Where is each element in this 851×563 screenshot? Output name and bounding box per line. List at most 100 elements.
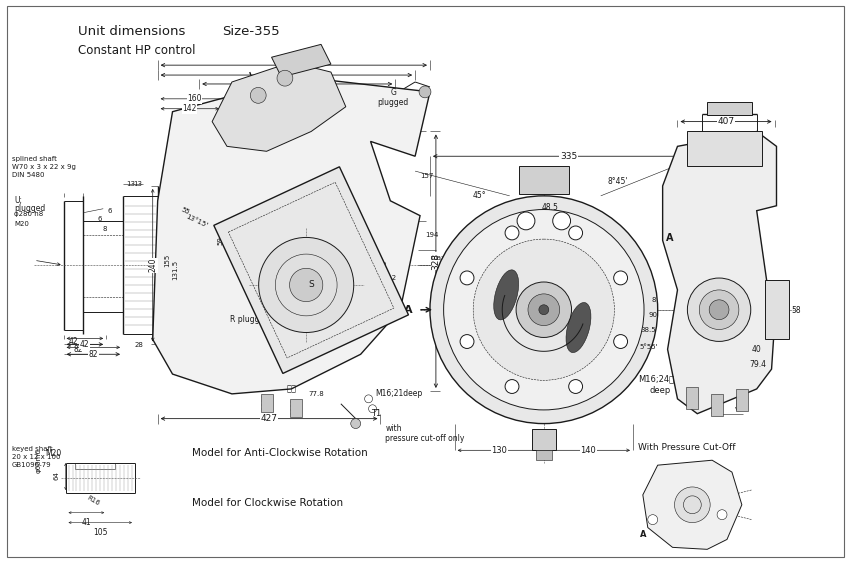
Circle shape (516, 282, 572, 337)
Circle shape (675, 487, 711, 522)
Text: G
plugged: G plugged (378, 88, 409, 108)
Text: W70 x 3 x 22 x 9g: W70 x 3 x 22 x 9g (12, 164, 76, 170)
Polygon shape (212, 62, 346, 151)
Text: S: S (308, 280, 314, 289)
Circle shape (460, 271, 474, 285)
Text: 59: 59 (217, 236, 223, 245)
Text: 64: 64 (54, 472, 60, 480)
Text: S: S (712, 285, 717, 294)
Text: T1: T1 (370, 409, 380, 418)
Text: 42: 42 (80, 340, 89, 349)
Text: R16: R16 (86, 495, 100, 507)
Circle shape (700, 290, 739, 329)
Text: 140: 140 (580, 446, 597, 455)
Text: 162: 162 (380, 288, 393, 294)
Circle shape (568, 379, 583, 394)
Text: 40: 40 (751, 345, 762, 354)
Bar (536, 450, 551, 460)
Text: M20: M20 (45, 449, 61, 458)
Text: splined shaft: splined shaft (12, 157, 57, 162)
Text: φ60m6: φ60m6 (36, 448, 42, 473)
Text: 18: 18 (505, 224, 514, 233)
Bar (736, 389, 748, 411)
Text: Size-355: Size-355 (222, 25, 280, 38)
Text: 5°55': 5°55' (639, 345, 658, 350)
Ellipse shape (566, 302, 591, 352)
Text: M16;21deep: M16;21deep (375, 390, 423, 399)
Circle shape (688, 278, 751, 341)
Text: Model for Anti-Clockwise Rotation: Model for Anti-Clockwise Rotation (192, 448, 368, 458)
Text: 6: 6 (108, 208, 112, 214)
Text: 38.5: 38.5 (640, 327, 656, 333)
Text: R plugged: R plugged (230, 315, 269, 324)
Text: 20 x 12 x 100: 20 x 12 x 100 (12, 454, 60, 461)
Text: 412: 412 (288, 79, 306, 88)
Text: 194: 194 (425, 233, 438, 239)
Circle shape (351, 419, 361, 428)
Text: 13°15': 13°15' (185, 213, 208, 228)
Circle shape (709, 300, 729, 320)
Text: 105: 105 (93, 528, 107, 537)
Bar (532, 428, 556, 450)
Circle shape (614, 271, 627, 285)
Circle shape (289, 269, 323, 302)
Polygon shape (643, 460, 742, 549)
Bar (764, 280, 790, 339)
Text: 335: 335 (560, 152, 577, 161)
Text: 8°45': 8°45' (608, 177, 628, 185)
Circle shape (553, 212, 570, 230)
Circle shape (539, 305, 549, 315)
Circle shape (528, 294, 560, 325)
Bar (290, 399, 302, 417)
Text: A: A (640, 530, 646, 539)
Text: 511: 511 (277, 70, 295, 79)
Text: 160: 160 (187, 95, 202, 104)
Text: A: A (665, 234, 673, 243)
Ellipse shape (494, 270, 518, 320)
Text: M20: M20 (14, 221, 29, 226)
Circle shape (473, 239, 614, 381)
Text: 79.4: 79.4 (750, 360, 767, 369)
Circle shape (614, 334, 627, 348)
Polygon shape (663, 132, 776, 414)
Bar (707, 102, 751, 115)
Circle shape (250, 87, 266, 103)
Text: 131.5: 131.5 (173, 260, 179, 280)
Text: 100: 100 (374, 262, 387, 268)
Text: plugged: plugged (14, 204, 45, 213)
Circle shape (259, 238, 354, 333)
Circle shape (568, 226, 583, 240)
Text: 240: 240 (148, 258, 157, 272)
Bar (260, 394, 272, 412)
Circle shape (517, 212, 535, 230)
Text: 28: 28 (135, 342, 144, 348)
Text: 328: 328 (431, 253, 441, 270)
Text: 48.5: 48.5 (542, 203, 559, 212)
Text: 77.8: 77.8 (308, 391, 324, 397)
Text: max206: max206 (430, 255, 459, 261)
Circle shape (505, 379, 519, 394)
Text: M16: M16 (455, 293, 473, 302)
Text: 142: 142 (182, 104, 197, 113)
Text: 157: 157 (420, 173, 433, 179)
Text: Constant HP control: Constant HP control (78, 44, 196, 57)
Circle shape (648, 515, 658, 525)
Text: 8: 8 (103, 226, 107, 231)
Text: 58: 58 (791, 306, 801, 315)
Circle shape (505, 226, 519, 240)
Polygon shape (214, 167, 408, 373)
Text: 90: 90 (648, 312, 658, 318)
Polygon shape (152, 77, 430, 394)
Text: GB1096-79: GB1096-79 (12, 462, 52, 468)
Polygon shape (271, 44, 331, 77)
Text: Model for Clockwise Rotation: Model for Clockwise Rotation (192, 498, 344, 508)
Text: 55: 55 (180, 206, 191, 215)
Circle shape (277, 70, 293, 86)
Text: deep: deep (650, 386, 671, 395)
Text: With Pressure Cut-Off: With Pressure Cut-Off (638, 444, 735, 453)
Text: 41: 41 (82, 517, 91, 526)
Text: 166: 166 (721, 302, 729, 317)
Text: 552: 552 (285, 61, 302, 70)
Text: 427: 427 (260, 414, 277, 423)
Text: 20'30': 20'30' (527, 172, 551, 181)
